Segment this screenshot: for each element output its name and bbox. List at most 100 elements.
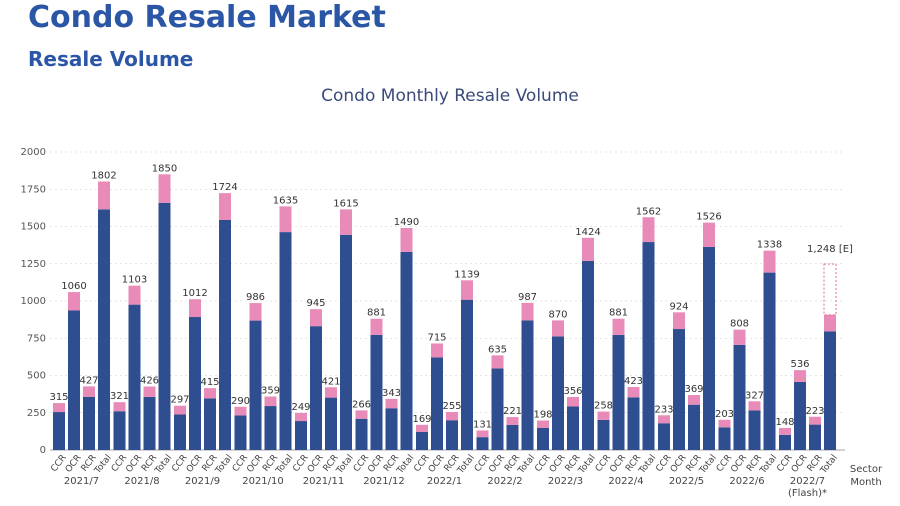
bar-base xyxy=(779,434,791,450)
bar-base xyxy=(264,406,277,450)
bar-base xyxy=(279,232,292,450)
bar-value-label: 148 xyxy=(775,417,794,428)
bar-value-label: 881 xyxy=(367,308,386,319)
bar-value-label: 1635 xyxy=(273,195,298,206)
bar-base xyxy=(128,304,141,450)
bar-base xyxy=(642,242,655,450)
sector-tick-label: OCR xyxy=(427,453,447,475)
bar-value-label: 356 xyxy=(563,386,582,397)
bar-base xyxy=(340,234,352,450)
bar-base xyxy=(794,381,806,450)
bar-top xyxy=(597,411,610,420)
bar-value-label: 221 xyxy=(503,406,522,417)
bar-value-label: 1139 xyxy=(454,269,479,280)
month-tick-label: 2022/4 xyxy=(608,476,643,487)
bar-base xyxy=(506,424,519,450)
bar-top xyxy=(431,343,443,358)
bar-top xyxy=(476,430,489,438)
bar-value-label: 1802 xyxy=(91,171,116,182)
sector-tick-label: Total xyxy=(274,453,295,477)
month-tick-label: 2022/5 xyxy=(669,476,704,487)
month-tick-label: (Flash)* xyxy=(788,488,827,499)
bar-value-label: 169 xyxy=(412,414,431,425)
bar-value-label: 1850 xyxy=(152,163,177,174)
bar-top xyxy=(809,416,821,425)
bar-top xyxy=(718,419,731,428)
sector-tick-label: Total xyxy=(334,453,355,477)
bar-base xyxy=(446,420,458,450)
bar-base xyxy=(597,419,610,450)
bar-value-label: 635 xyxy=(488,344,507,355)
bar-value-label: 1424 xyxy=(575,227,600,238)
bar-top xyxy=(279,206,292,233)
month-tick-label: 2022/1 xyxy=(427,476,462,487)
bar-top xyxy=(779,427,791,435)
bar-base xyxy=(295,421,307,450)
bar-value-label: 198 xyxy=(533,409,552,420)
bar-value-label: 427 xyxy=(79,375,98,386)
bar-top xyxy=(446,412,458,421)
bar-base xyxy=(673,329,685,450)
month-tick-label: 2021/8 xyxy=(124,476,159,487)
bar-base xyxy=(567,406,579,450)
sector-tick-label: OCR xyxy=(608,453,628,475)
bar-top xyxy=(219,193,231,220)
sector-tick-label: Total xyxy=(576,453,597,477)
bar-top xyxy=(234,406,247,416)
bar-top xyxy=(642,217,655,243)
bar-value-label: 423 xyxy=(624,376,643,387)
bar-base xyxy=(158,202,171,450)
bar-top xyxy=(325,387,337,398)
bar-value-label: 1490 xyxy=(394,217,419,228)
bar-top xyxy=(400,227,413,252)
bar-base xyxy=(537,428,549,450)
sector-tick-label: Total xyxy=(213,453,234,477)
bar-top xyxy=(567,396,579,407)
bar-value-label: 315 xyxy=(49,392,68,403)
y-tick-label: 2000 xyxy=(21,147,46,158)
bar-value-label: 1562 xyxy=(636,206,661,217)
bar-top xyxy=(98,181,110,210)
bar-value-label: 881 xyxy=(609,308,628,319)
sector-tick-label: Total xyxy=(697,453,718,477)
bar-base xyxy=(204,398,216,450)
bar-base xyxy=(733,344,746,450)
bar-value-label: 924 xyxy=(669,301,688,312)
bar-top xyxy=(537,420,549,429)
bar-value-label: 255 xyxy=(442,401,461,412)
bar-value-label: 421 xyxy=(321,376,340,387)
section-title: Resale Volume xyxy=(28,47,194,71)
bar-base xyxy=(431,357,443,450)
sector-tick-label: Total xyxy=(455,453,476,477)
bar-value-label: 986 xyxy=(246,292,265,303)
bar-top xyxy=(521,302,534,321)
bar-value-label: 415 xyxy=(200,377,219,388)
y-tick-label: 1750 xyxy=(21,184,46,195)
bar-value-label: 1060 xyxy=(61,281,86,292)
month-tick-label: 2021/11 xyxy=(303,476,345,487)
sector-tick-label: OCR xyxy=(245,453,265,475)
bar-top xyxy=(794,370,806,382)
bar-top xyxy=(824,314,836,332)
bar-top xyxy=(128,285,141,305)
bar-base xyxy=(582,260,594,450)
bar-value-label: 536 xyxy=(790,359,809,370)
sector-tick-label: OCR xyxy=(669,453,689,475)
bar-top xyxy=(174,405,186,415)
bar-value-label: 203 xyxy=(715,409,734,420)
bar-base xyxy=(552,336,564,450)
sector-tick-label: Total xyxy=(153,453,174,477)
bar-value-label: 1338 xyxy=(757,240,782,251)
bar-top xyxy=(370,318,383,335)
bar-value-label: 1012 xyxy=(182,288,207,299)
bar-top xyxy=(53,403,65,413)
bar-value-label: 131 xyxy=(473,419,492,430)
month-tick-label: 2022/2 xyxy=(487,476,522,487)
bar-base xyxy=(476,437,489,450)
bar-top xyxy=(189,299,201,318)
bar-base xyxy=(521,320,534,450)
sector-tick-label: OCR xyxy=(790,453,810,475)
bar-top xyxy=(68,292,80,311)
y-tick-label: 500 xyxy=(27,371,46,382)
sector-tick-label: Total xyxy=(516,453,537,477)
